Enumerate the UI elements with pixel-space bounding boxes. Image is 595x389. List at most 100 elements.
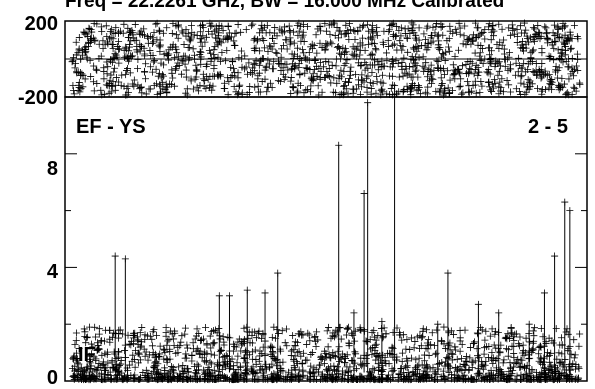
phase-point [524,35,532,43]
phase-point [527,34,535,42]
phase-point [194,87,202,95]
phase-point [372,28,380,36]
phase-point [517,22,525,30]
amplitude-spike-point [111,252,119,260]
phase-point [328,40,336,48]
phase-point [486,56,494,64]
phase-point [356,39,364,47]
amplitude-point [266,344,274,352]
phase-point [418,42,426,50]
phase-point [423,24,431,32]
phase-point [328,61,336,69]
phase-point [553,30,561,38]
phase-point [75,34,83,42]
amplitude-point [510,354,518,361]
amplitude-point [168,362,176,370]
amplitude-tick-label-4: 4 [47,261,59,283]
amplitude-point [222,374,230,382]
amplitude-point [83,333,91,341]
phase-point [504,67,512,75]
amplitude-point [210,327,218,335]
phase-point [385,28,393,36]
amplitude-point [466,354,474,362]
amplitude-point [73,357,81,365]
phase-point [388,57,396,65]
amplitude-point [357,354,365,362]
phase-point [255,88,263,96]
phase-point [112,51,120,59]
amplitude-point [83,363,91,371]
phase-point [169,74,177,82]
phase-point [433,20,441,28]
phase-point [152,65,160,73]
phase-point [107,71,115,79]
phase-point [237,28,245,36]
amplitude-point [98,337,106,345]
phase-point [449,61,457,69]
phase-point [477,77,485,85]
amplitude-point [92,357,100,365]
phase-point [302,55,310,63]
phase-point [547,77,555,85]
phase-point [251,83,259,91]
amplitude-point [214,373,222,381]
phase-point [141,75,149,83]
amplitude-point [154,365,162,373]
phase-point [538,45,546,53]
phase-point [460,32,468,40]
amplitude-point [428,373,436,381]
phase-point [463,37,471,45]
phase-point [403,71,411,79]
phase-point [301,54,309,62]
phase-point [359,23,367,31]
amplitude-point [268,371,276,379]
amplitude-point [415,361,423,369]
amplitude-point [298,359,306,367]
phase-point [307,82,315,90]
amplitude-point [233,359,241,367]
amplitude-point [539,333,547,341]
amplitude-point [547,362,555,370]
phase-point [191,51,199,59]
amplitude-point [92,333,100,341]
phase-point [174,34,182,42]
amplitude-point [294,330,302,338]
amplitude-point [529,346,537,354]
amplitude-point [423,361,431,369]
amplitude-point [243,375,251,383]
amplitude-point [99,360,107,368]
phase-point [345,75,353,83]
amplitude-point [504,346,512,354]
amplitude-point [289,346,297,354]
phase-point [294,79,302,87]
amplitude-point [196,375,204,383]
amplitude-point [470,338,478,346]
phase-point [351,27,359,35]
phase-point [205,47,213,55]
phase-point [131,20,139,28]
amplitude-point [374,360,382,368]
amplitude-point [419,372,427,380]
phase-point [220,84,228,92]
phase-point [476,52,484,60]
amplitude-point [488,355,496,363]
phase-point [104,40,112,48]
phase-point [332,62,340,70]
phase-point [169,20,177,28]
phase-point [322,57,330,65]
phase-point [159,29,167,37]
amplitude-point [106,338,114,346]
phase-point [270,57,278,65]
phase-point [263,22,271,30]
amplitude-point [94,364,102,372]
phase-point [401,29,409,37]
amplitude-point [141,331,149,339]
phase-point [437,81,445,89]
amplitude-point [575,365,583,373]
amplitude-point [331,353,339,361]
phase-point [149,34,157,42]
amplitude-point [389,328,397,336]
phase-point [333,79,341,87]
phase-point [543,29,551,37]
